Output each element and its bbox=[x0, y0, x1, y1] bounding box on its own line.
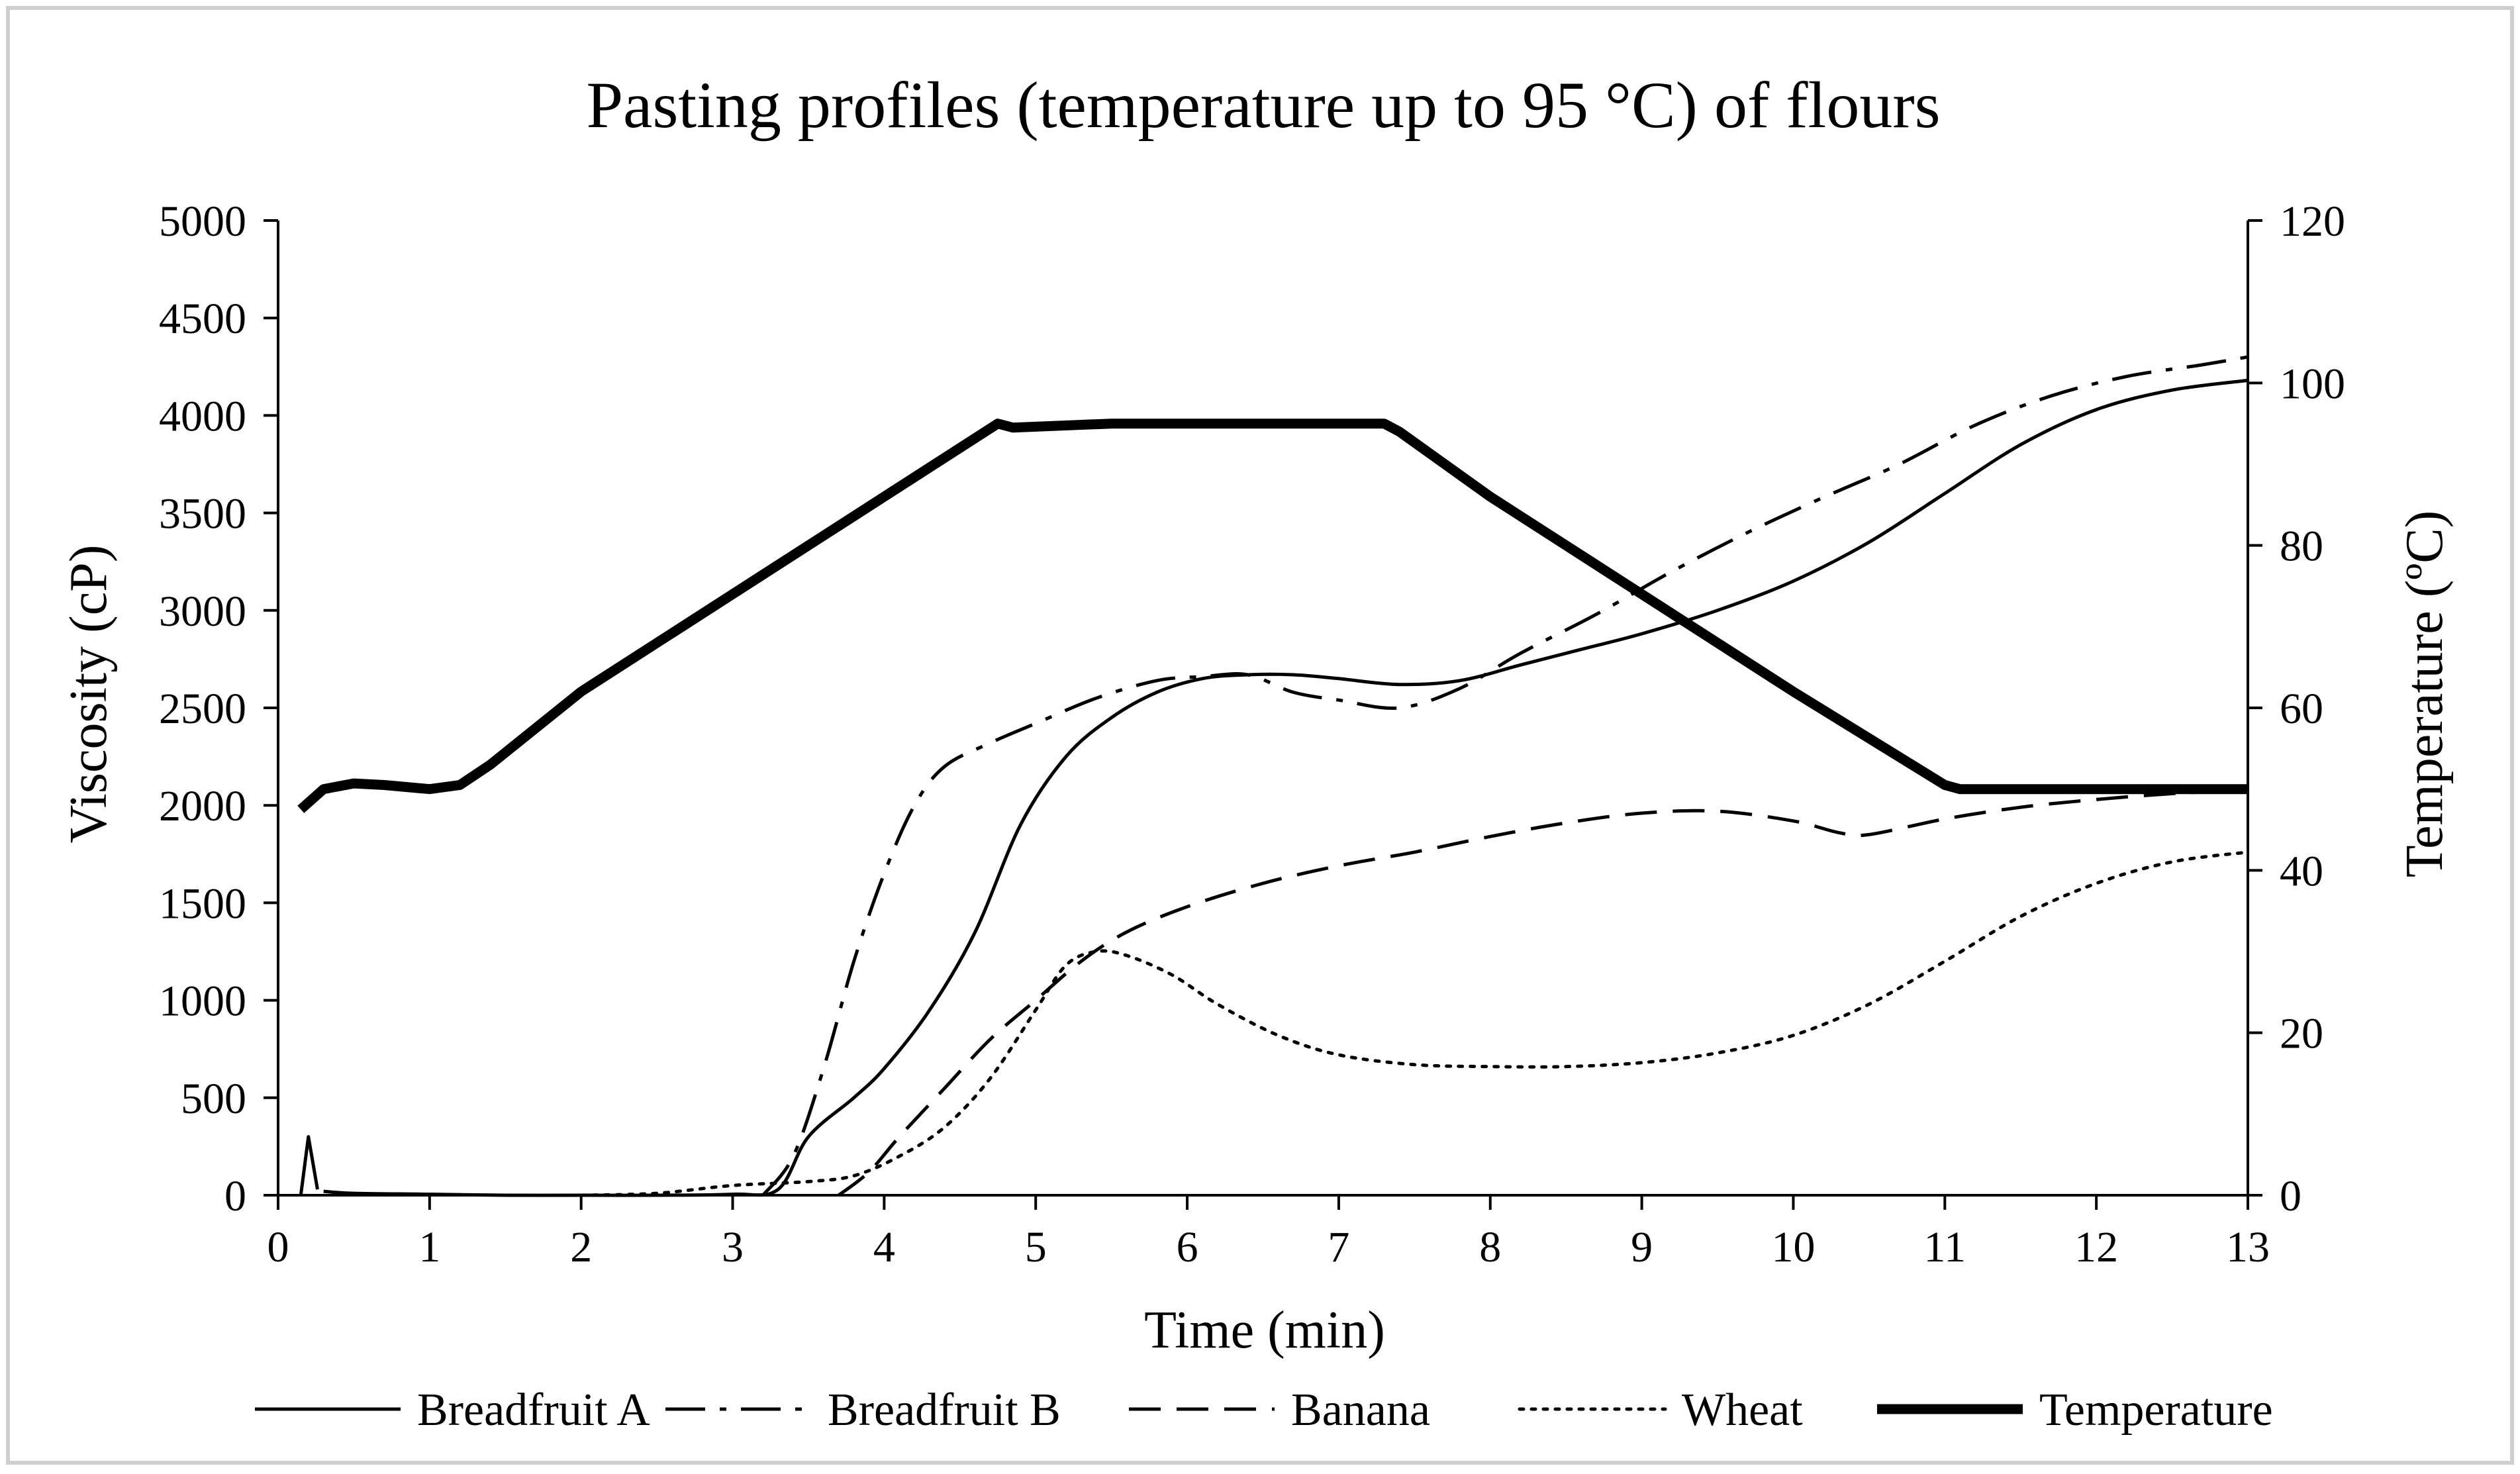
series-line-banana bbox=[838, 788, 2249, 1197]
x-tick-label: 11 bbox=[1924, 1223, 1966, 1271]
x-tick-label: 13 bbox=[2226, 1223, 2270, 1271]
x-tick-label: 5 bbox=[1025, 1223, 1047, 1271]
start-spike-mark bbox=[299, 1135, 319, 1196]
y-tick-label: 0 bbox=[224, 1172, 246, 1220]
x-tick-label: 9 bbox=[1631, 1223, 1653, 1271]
y-tick-label: 500 bbox=[181, 1075, 246, 1123]
legend: Breadfruit A Breadfruit B Banana Wheat Tempe… bbox=[255, 1385, 2273, 1436]
y-axis-title: Viscosity (cP) bbox=[60, 545, 118, 844]
outer-frame bbox=[6, 6, 2514, 1465]
y-tick-label: 4500 bbox=[159, 295, 246, 343]
x-tick-label: 12 bbox=[2074, 1223, 2118, 1271]
y-tick-label: 5000 bbox=[159, 197, 246, 246]
y2-tick-label: 60 bbox=[2280, 685, 2323, 733]
y-tick-label: 4000 bbox=[159, 392, 246, 440]
x-tick-label: 7 bbox=[1328, 1223, 1349, 1271]
y-tick-label: 1500 bbox=[159, 879, 246, 928]
legend-label: Breadfruit A bbox=[417, 1385, 650, 1436]
y2-tick-label: 0 bbox=[2280, 1172, 2302, 1220]
y-tick-label: 3500 bbox=[159, 490, 246, 538]
legend-label: Banana bbox=[1291, 1385, 1430, 1436]
x-tick-label: 3 bbox=[722, 1223, 744, 1271]
x-tick-label: 2 bbox=[570, 1223, 592, 1271]
x-tick-label: 6 bbox=[1177, 1223, 1198, 1271]
y-tick-label: 1000 bbox=[159, 977, 246, 1026]
x-tick-label: 1 bbox=[418, 1223, 440, 1271]
x-tick-label: 4 bbox=[873, 1223, 895, 1271]
series-line-wheat bbox=[579, 850, 2250, 1197]
y2-tick-label: 20 bbox=[2280, 1010, 2323, 1058]
x-tick-label: 0 bbox=[267, 1223, 289, 1271]
y-tick-label: 3000 bbox=[159, 587, 246, 636]
series-line-temperature bbox=[297, 418, 2248, 813]
legend-label: Breadfruit B bbox=[828, 1385, 1061, 1436]
series-line-breadfruit-a bbox=[323, 378, 2249, 1197]
series-layer bbox=[297, 355, 2250, 1197]
series-line-breadfruit-b bbox=[761, 355, 2249, 1197]
x-axis-title: Time (min) bbox=[1144, 1301, 1385, 1359]
y2-tick-label: 40 bbox=[2280, 847, 2323, 895]
x-tick-label: 8 bbox=[1479, 1223, 1501, 1271]
y2-tick-label: 100 bbox=[2280, 360, 2345, 408]
x-tick-label: 10 bbox=[1771, 1223, 1815, 1271]
legend-label: Wheat bbox=[1682, 1385, 1803, 1436]
y2-tick-label: 120 bbox=[2280, 197, 2345, 246]
y-tick-label: 2000 bbox=[159, 782, 246, 830]
y2-axis-title: Temperature (ºC) bbox=[2396, 511, 2454, 878]
chart-title: Pasting profiles (temperature up to 95 °… bbox=[586, 68, 1940, 142]
y2-tick-label: 80 bbox=[2280, 522, 2323, 571]
legend-label: Temperature bbox=[2039, 1385, 2273, 1436]
y-tick-label: 2500 bbox=[159, 685, 246, 733]
axes-layer: 0 1 2 3 4 5 6 7 8 9 10 11 12 130500100015002000250030… bbox=[159, 197, 2345, 1271]
